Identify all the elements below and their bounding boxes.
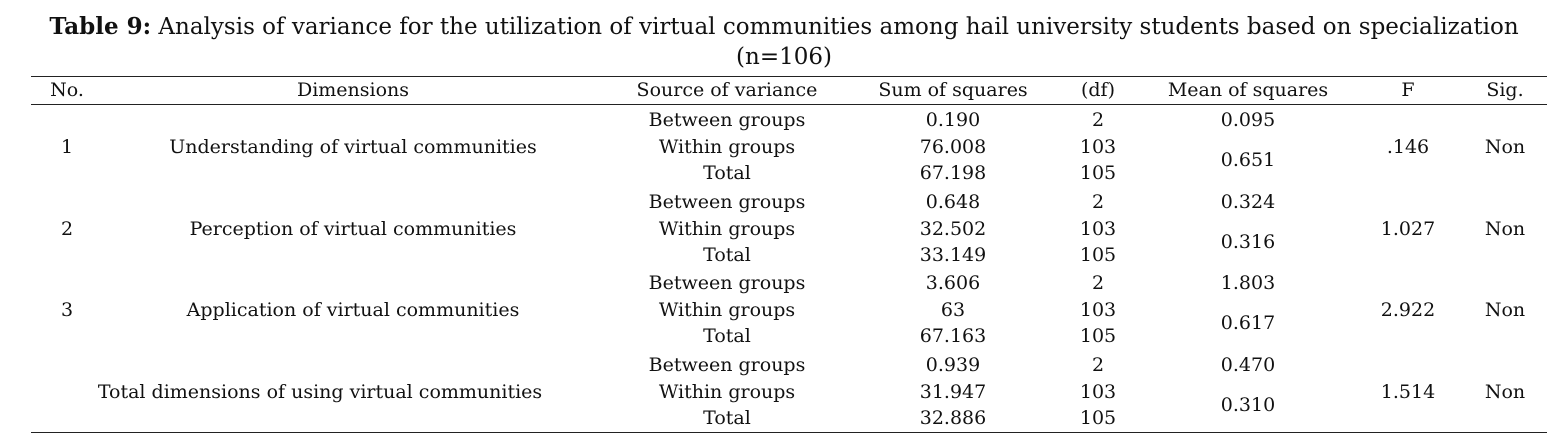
row-sum-of-squares: 33.149 [919,244,987,266]
row-sum-of-squares: 32.886 [919,407,987,429]
row-no: 2 [60,218,74,240]
row-source: Total [703,162,751,184]
row-sum-of-squares: 0.648 [925,191,981,213]
row-source: Within groups [658,381,796,403]
row-source: Between groups [648,354,806,376]
row-sum-of-squares: 0.939 [925,354,981,376]
table-bottom-rule [31,432,1547,433]
row-mean-of-squares: 0.617 [1220,312,1276,334]
row-source: Total [703,325,751,347]
row-df: 105 [1079,244,1117,266]
header-sig: Sig. [1486,79,1524,101]
row-f-value: 2.922 [1380,299,1436,321]
row-dimension: Total dimensions of using virtual commun… [97,381,543,403]
row-df: 2 [1091,109,1105,131]
row-dimension: Application of virtual communities [186,299,520,321]
row-sum-of-squares: 63 [940,299,966,321]
header-no: No. [50,79,84,101]
row-df: 105 [1079,162,1117,184]
header-bottom-rule [31,104,1547,105]
header-f: F [1401,79,1415,101]
row-df: 103 [1079,136,1117,158]
row-source: Within groups [658,136,796,158]
header-sum-of-squares: Sum of squares [878,79,1028,101]
row-significance: Non [1484,136,1526,158]
row-mean-of-squares: 0.651 [1220,149,1276,171]
row-sum-of-squares: 67.163 [919,325,987,347]
row-df: 2 [1091,272,1105,294]
row-df: 105 [1079,407,1117,429]
table-label: Table 9: [49,13,152,40]
row-mean-of-squares: 0.470 [1220,354,1276,376]
row-sum-of-squares: 0.190 [925,109,981,131]
row-source: Between groups [648,272,806,294]
row-sum-of-squares: 31.947 [919,381,987,403]
header-mean-of-squares: Mean of squares [1167,79,1329,101]
row-source: Total [703,407,751,429]
row-dimension: Perception of virtual communities [189,218,517,240]
row-mean-of-squares: 0.095 [1220,109,1276,131]
row-mean-of-squares: 0.310 [1220,394,1276,416]
header-df: (df) [1080,79,1116,101]
row-df: 2 [1091,354,1105,376]
row-dimension: Understanding of virtual communities [169,136,537,158]
row-sum-of-squares: 3.606 [925,272,981,294]
row-mean-of-squares: 0.324 [1220,191,1276,213]
row-df: 2 [1091,191,1105,213]
table-caption: Table 9: Analysis of variance for the ut… [0,12,1568,72]
table-caption-text: Analysis of variance for the utilization… [151,14,1519,70]
row-mean-of-squares: 1.803 [1220,272,1276,294]
row-f-value: .146 [1386,136,1430,158]
row-source: Between groups [648,191,806,213]
row-source: Within groups [658,218,796,240]
row-f-value: 1.514 [1380,381,1436,403]
header-dimensions: Dimensions [296,79,410,101]
row-source: Total [703,244,751,266]
row-df: 103 [1079,218,1117,240]
header-source-of-variance: Source of variance [636,79,818,101]
row-mean-of-squares: 0.316 [1220,231,1276,253]
row-significance: Non [1484,299,1526,321]
table-top-rule [31,76,1547,77]
row-f-value: 1.027 [1380,218,1436,240]
row-sum-of-squares: 76.008 [919,136,987,158]
row-source: Within groups [658,299,796,321]
row-sum-of-squares: 67.198 [919,162,987,184]
row-df: 105 [1079,325,1117,347]
row-significance: Non [1484,218,1526,240]
row-no: 3 [60,299,74,321]
row-df: 103 [1079,381,1117,403]
row-source: Between groups [648,109,806,131]
row-no: 1 [60,136,74,158]
row-sum-of-squares: 32.502 [919,218,987,240]
row-df: 103 [1079,299,1117,321]
row-significance: Non [1484,381,1526,403]
